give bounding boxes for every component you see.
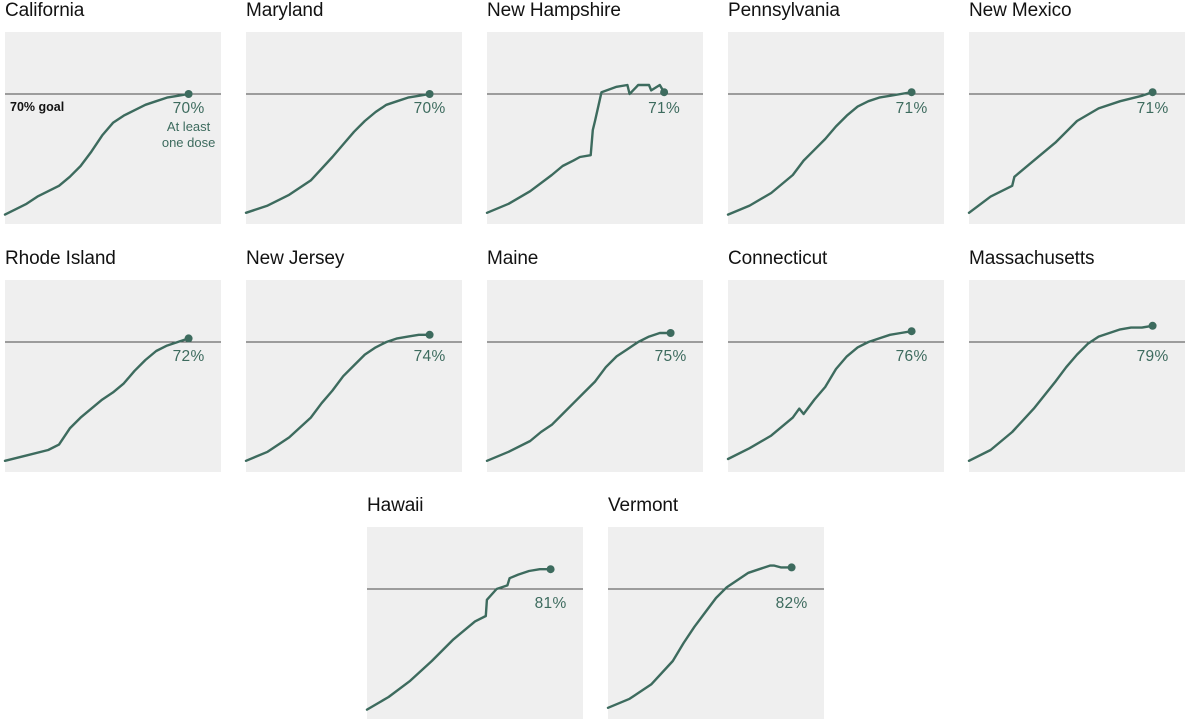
plot-background <box>246 32 462 224</box>
end-point <box>660 88 669 97</box>
chart-vermont: 82% <box>606 527 824 719</box>
plot-background <box>5 32 221 224</box>
chart-connecticut: 76% <box>726 280 944 472</box>
end-point <box>907 327 916 336</box>
final-value-label: 70% <box>173 100 205 117</box>
chart-massachusetts: 79% <box>967 280 1185 472</box>
panel-california: California 70% 70% goal At least one dose <box>3 0 221 226</box>
series-line <box>244 333 431 463</box>
state-title: Hawaii <box>367 495 424 516</box>
goal-label: 70% goal <box>10 100 64 114</box>
plot-background <box>969 32 1185 224</box>
chart-new-mexico: 71% <box>967 32 1185 224</box>
series-line <box>244 92 431 215</box>
plot-background <box>608 527 824 719</box>
series-line <box>726 91 913 216</box>
final-value-label: 72% <box>173 348 205 365</box>
series-line <box>3 337 190 463</box>
state-title: Vermont <box>608 495 679 516</box>
plot-background <box>487 32 703 224</box>
state-title: New Mexico <box>969 0 1072 21</box>
series-line <box>967 91 1154 215</box>
panel-hawaii: Hawaii 81% <box>365 495 583 721</box>
state-title: Maine <box>487 248 539 269</box>
panel-maine: Maine 75% <box>485 248 703 474</box>
panel-pennsylvania: Pennsylvania 71% <box>726 0 944 226</box>
panel-maryland: Maryland 70% <box>244 0 462 226</box>
state-title: Massachusetts <box>969 248 1095 269</box>
end-point <box>425 90 434 98</box>
final-value-label: 81% <box>535 595 567 612</box>
final-value-label: 71% <box>896 100 928 117</box>
state-title: New Jersey <box>246 248 345 269</box>
state-title: California <box>5 0 85 21</box>
final-value-label: 79% <box>1137 348 1169 365</box>
end-point <box>666 329 675 337</box>
panel-connecticut: Connecticut 76% <box>726 248 944 474</box>
plot-background <box>246 280 462 472</box>
plot-background <box>969 280 1185 472</box>
end-point <box>425 330 434 339</box>
final-value-label: 75% <box>655 348 687 365</box>
state-title: Rhode Island <box>5 248 116 269</box>
final-value-label: 76% <box>896 348 928 365</box>
panel-new-hampshire: New Hampshire 71% <box>485 0 703 226</box>
panel-new-mexico: New Mexico 71% <box>967 0 1185 226</box>
end-point <box>184 334 193 343</box>
chart-maryland: 70% <box>244 32 462 224</box>
end-point <box>1148 88 1157 97</box>
end-point <box>1148 321 1157 330</box>
series-line <box>485 331 672 463</box>
final-value-label: 82% <box>776 595 808 612</box>
series-line <box>485 83 666 215</box>
series-line <box>726 330 913 461</box>
plot-background <box>487 280 703 472</box>
panel-new-jersey: New Jersey 74% <box>244 248 462 474</box>
series-line <box>967 324 1154 463</box>
chart-new-hampshire: 71% <box>485 32 703 224</box>
panel-rhode-island: Rhode Island 72% <box>3 248 221 474</box>
chart-pennsylvania: 71% <box>726 32 944 224</box>
panel-vermont: Vermont 82% <box>606 495 824 721</box>
state-title: Connecticut <box>728 248 828 269</box>
final-value-label: 71% <box>1137 100 1169 117</box>
note-line-2: one dose <box>162 135 216 150</box>
final-value-label: 70% <box>414 100 446 117</box>
panel-massachusetts: Massachusetts 79% <box>967 248 1185 474</box>
final-value-label: 74% <box>414 348 446 365</box>
series-line <box>3 92 190 216</box>
chart-new-jersey: 74% <box>244 280 462 472</box>
series-line <box>606 564 793 710</box>
chart-rhode-island: 72% <box>3 280 221 472</box>
plot-background <box>5 280 221 472</box>
state-title: New Hampshire <box>487 0 621 21</box>
state-title: Maryland <box>246 0 324 21</box>
series-line <box>365 568 552 711</box>
note-line-1: At least <box>167 119 211 134</box>
end-point <box>907 88 916 97</box>
final-value-label: 71% <box>648 100 680 117</box>
state-title: Pennsylvania <box>728 0 840 21</box>
end-point <box>787 563 796 572</box>
end-point <box>546 565 555 574</box>
chart-maine: 75% <box>485 280 703 472</box>
chart-hawaii: 81% <box>365 527 583 719</box>
end-point <box>184 90 193 98</box>
